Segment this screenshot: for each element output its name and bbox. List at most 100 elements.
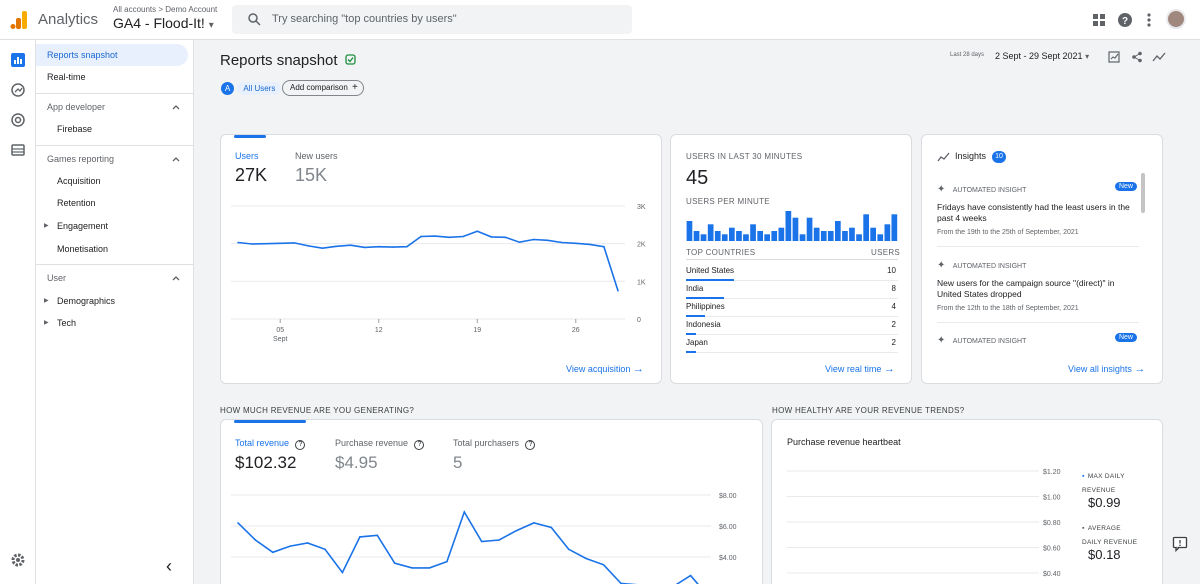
y-tick-label: 1K [637, 279, 646, 286]
country-row[interactable]: Philippines 4 [686, 299, 898, 317]
insight-text: Fridays have consistently had the least … [937, 202, 1130, 223]
help-icon[interactable]: ? [295, 440, 306, 450]
metric-tab-new-users[interactable]: New users 15K [295, 151, 338, 186]
insight-label: AUTOMATED INSIGHT [952, 263, 1027, 270]
top-bar: Analytics All accounts > Demo Account GA… [0, 0, 1200, 40]
help-icon[interactable]: ? [414, 440, 425, 450]
y-tick-label: $8.00 [719, 493, 737, 500]
nav-item-label: Retention [57, 198, 96, 208]
country-row[interactable]: Japan 2 [686, 335, 898, 353]
insights-sparkle-icon[interactable] [1152, 51, 1166, 63]
data-point [617, 289, 619, 292]
settings-gear-icon[interactable] [10, 552, 26, 568]
heartbeat-grid: $1.20 $1.00 $0.80 $0.60 $0.40 [787, 469, 1061, 578]
view-all-insights-link[interactable]: View all insights → [1068, 363, 1145, 375]
metric-tab-total-purchasers[interactable]: Total purchasers ? 5 [453, 435, 536, 473]
metric-value: 15K [295, 165, 328, 185]
section-label: Games reporting [47, 154, 115, 164]
nav-item-retention[interactable]: Retention [36, 192, 188, 214]
add-comparison-button[interactable]: Add comparison + [282, 80, 364, 96]
section-label: User [47, 273, 67, 283]
configure-icon[interactable] [10, 142, 26, 158]
reports-icon[interactable] [10, 52, 26, 68]
advertising-icon[interactable] [10, 112, 26, 128]
help-icon[interactable]: ? [1116, 11, 1134, 29]
nav-item-tech[interactable]: ▶ Tech [36, 312, 188, 334]
explore-icon[interactable] [10, 82, 26, 98]
country-row[interactable]: India 8 [686, 281, 898, 299]
main-content: Reports snapshot A All Users Add compari… [194, 40, 1200, 584]
minute-bar [849, 227, 855, 241]
nav-item-reports-snapshot[interactable]: Reports snapshot [36, 44, 188, 66]
metric-tab-purchase-revenue[interactable]: Purchase revenue ? $4.95 [335, 435, 425, 473]
apps-grid-icon[interactable] [1090, 11, 1108, 29]
nav-item-demographics[interactable]: ▶ Demographics [36, 290, 188, 312]
insight-item[interactable]: ✦ AUTOMATED INSIGHT New users for the ca… [937, 257, 1137, 312]
insights-title: Insights [955, 151, 987, 161]
insight-item[interactable]: ✦ AUTOMATED INSIGHT New [937, 332, 1137, 346]
metric-label: Total purchasers [453, 438, 520, 448]
y-tick-label: $0.80 [1043, 520, 1061, 527]
nav-item-firebase[interactable]: Firebase [36, 118, 188, 140]
view-realtime-link[interactable]: View real time → [825, 363, 895, 375]
analytics-logo-icon[interactable] [10, 10, 28, 30]
date-range-selector[interactable]: 2 Sept - 29 Sept 2021 ▾ [995, 51, 1089, 61]
avatar[interactable] [1166, 9, 1186, 29]
data-point [307, 245, 310, 247]
stat-value: $0.18 [1088, 547, 1121, 562]
y-tick-label: 0 [637, 317, 641, 324]
search-icon [248, 13, 261, 26]
y-tick-label: $1.00 [1043, 495, 1061, 502]
minute-bar [827, 231, 834, 241]
scrollbar[interactable] [1141, 173, 1145, 213]
segment-chip[interactable]: A All Users [221, 80, 282, 95]
property-selector[interactable]: GA4 - Flood-It! ▾ [113, 15, 214, 31]
insight-label: AUTOMATED INSIGHT [952, 187, 1027, 194]
customize-report-icon[interactable] [1108, 51, 1120, 63]
search-input[interactable]: Try searching "top countries by users" [232, 5, 632, 34]
breadcrumb[interactable]: All accounts > Demo Account [113, 5, 218, 14]
section-games-reporting[interactable]: Games reporting [36, 148, 194, 170]
country-users: 2 [891, 338, 896, 347]
minute-bar [707, 224, 714, 241]
section-user[interactable]: User [36, 267, 194, 289]
help-icon[interactable]: ? [525, 440, 536, 450]
sparkle-icon: ✦ [937, 184, 946, 195]
nav-item-acquisition[interactable]: Acquisition [36, 170, 188, 192]
country-row[interactable]: Indonesia 2 [686, 317, 898, 335]
feedback-button[interactable] [1172, 536, 1192, 554]
add-comparison-label: Add comparison [290, 83, 348, 92]
minute-bar [870, 227, 876, 241]
collapse-nav-button[interactable]: ‹ [166, 556, 172, 576]
insight-item[interactable]: ✦ AUTOMATED INSIGHT New Fridays have con… [937, 181, 1137, 236]
view-acquisition-link[interactable]: View acquisition → [566, 363, 644, 375]
share-icon[interactable] [1131, 51, 1143, 63]
feedback-icon [1172, 536, 1188, 553]
country-users: 8 [891, 284, 896, 293]
more-vert-icon[interactable] [1140, 11, 1158, 29]
metric-label: Users [235, 151, 259, 161]
data-point [237, 522, 239, 524]
segment-label: All Users [237, 82, 282, 95]
country-row[interactable]: United States 10 [686, 263, 898, 281]
nav-item-engagement[interactable]: ▶ Engagement [36, 215, 188, 237]
data-point [546, 239, 549, 242]
minute-bar [813, 227, 820, 241]
max-daily-revenue: ▪ MAX DAILY REVENUE $0.99 [1082, 467, 1152, 510]
metric-tab-total-revenue[interactable]: Total revenue ? $102.32 [235, 435, 306, 473]
nav-item-realtime[interactable]: Real-time [36, 66, 188, 88]
revenue-section-heading: HOW MUCH REVENUE ARE YOU GENERATING? [220, 406, 415, 415]
section-app-developer[interactable]: App developer [36, 96, 194, 118]
nav-item-label: Tech [57, 318, 77, 328]
chevron-down-icon: ▾ [208, 20, 214, 31]
minute-bar [729, 227, 735, 241]
data-point [602, 563, 605, 566]
plus-icon: + [352, 82, 358, 93]
country-name: United States [686, 266, 735, 275]
nav-item-monetisation[interactable]: Monetisation [36, 238, 188, 260]
insight-text: New users for the campaign source "(dire… [937, 278, 1115, 299]
metric-tab-users[interactable]: Users 27K [235, 151, 267, 186]
data-point [363, 246, 366, 249]
users-series-line [237, 230, 619, 292]
insights-count-badge: 10 [992, 151, 1006, 163]
